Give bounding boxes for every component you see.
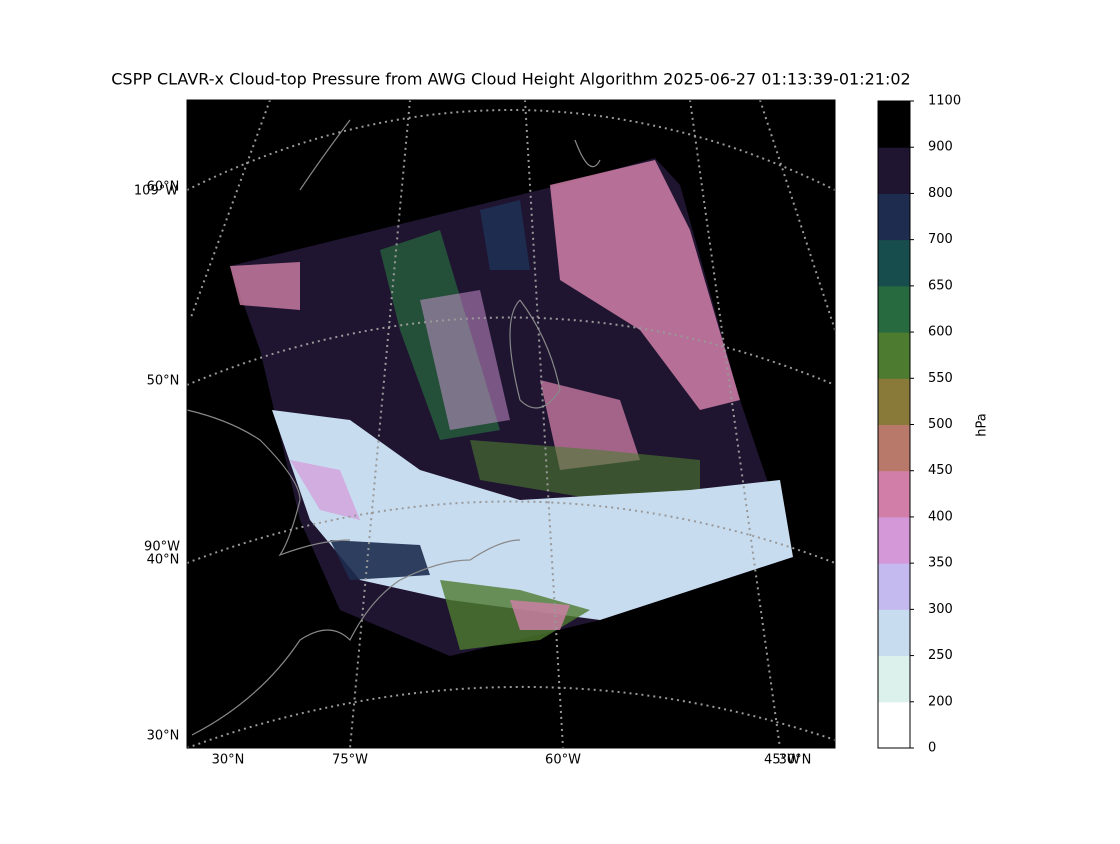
lat-lon-label: 40°N (147, 553, 180, 568)
colorbar: 0 200 250 300 350 400 450 500 550 600 650 700 800 900… (877, 94, 990, 756)
tick-label: 300 (928, 602, 953, 617)
tick-label: 900 (928, 140, 953, 155)
tick-label: 200 (928, 694, 953, 709)
colorbar-segment (878, 424, 910, 472)
tick-label: 0 (928, 741, 936, 756)
colorbar-segment (878, 655, 910, 703)
colorbar-segment (878, 470, 910, 518)
chart-title: CSPP CLAVR-x Cloud-top Pressure from AWG… (111, 70, 910, 89)
colorbar-segment (878, 285, 910, 333)
tick-label: 800 (928, 186, 953, 201)
colorbar-segment (878, 193, 910, 241)
colorbar-segment (878, 332, 910, 379)
colorbar-label: hPa (975, 413, 990, 436)
colorbar-segment (878, 101, 910, 148)
lat-lon-label: 50°N (147, 374, 180, 389)
tick-label: 400 (928, 509, 953, 524)
map (186, 99, 836, 749)
tick-label: 650 (928, 278, 953, 293)
lat-lon-label: 30°N (212, 753, 245, 768)
tick-label: 700 (928, 232, 953, 247)
colorbar-segment (878, 701, 910, 749)
lat-lon-label: 109°W (134, 184, 178, 199)
tick-label: 250 (928, 648, 953, 663)
tick-label: 500 (928, 417, 953, 432)
lat-lon-label: 75°W (332, 753, 368, 768)
lat-lon-label: 90°W (144, 540, 180, 555)
colorbar-segment (878, 378, 910, 425)
tick-label: 1100 (928, 94, 961, 109)
tick-label: 550 (928, 371, 953, 386)
colorbar-segment (878, 609, 910, 657)
tick-label: 600 (928, 325, 953, 340)
colorbar-segment (878, 563, 910, 610)
lat-lon-label: 60°W (545, 753, 581, 768)
lat-lon-label: 30°N (779, 753, 812, 768)
lat-lon-label: 60°N (147, 180, 180, 195)
tick-label: 450 (928, 463, 953, 478)
colorbar-segment (878, 147, 910, 194)
tick-label: 350 (928, 556, 953, 571)
lat-lon-label: 45°W (764, 753, 800, 768)
colorbar-segment (878, 239, 910, 287)
lat-lon-label: 30°N (147, 729, 180, 744)
colorbar-segment (878, 516, 910, 564)
